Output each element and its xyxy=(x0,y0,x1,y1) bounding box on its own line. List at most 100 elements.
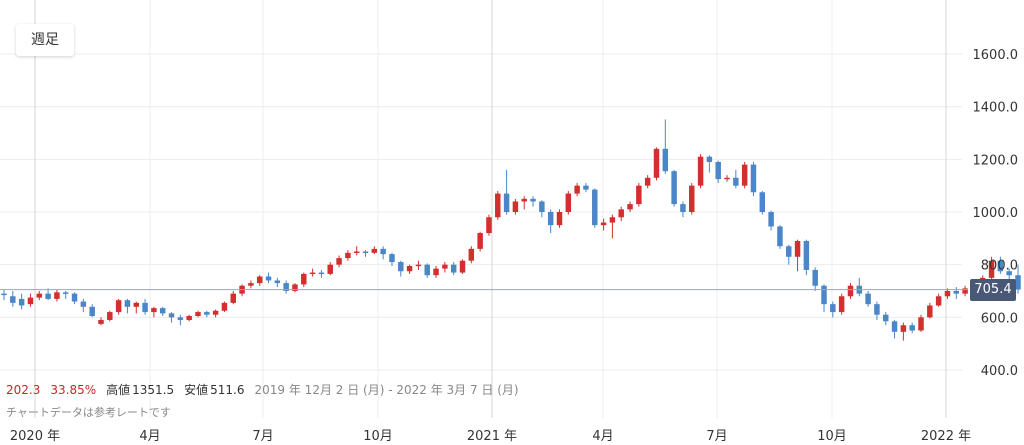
candle xyxy=(159,306,166,317)
candle-body xyxy=(133,302,139,307)
candle-body xyxy=(10,296,16,303)
candle xyxy=(353,246,360,256)
candle xyxy=(768,210,774,231)
candle-body xyxy=(327,264,333,274)
candle xyxy=(574,183,580,197)
candle xyxy=(380,246,386,260)
y-tick-label: 1200.0 xyxy=(973,153,1019,168)
candle-body xyxy=(944,291,951,297)
candle xyxy=(733,169,739,189)
candle-body xyxy=(318,272,325,275)
candle xyxy=(292,283,298,293)
candle-body xyxy=(838,296,845,313)
candle-body xyxy=(415,264,422,267)
x-tick-label: 4月 xyxy=(139,429,160,444)
candle-body xyxy=(62,292,69,294)
candle xyxy=(477,231,483,252)
candle xyxy=(336,255,342,268)
candle-body xyxy=(724,177,730,180)
candle-body xyxy=(89,306,95,317)
candle xyxy=(54,289,60,302)
candle-body xyxy=(627,204,633,210)
candle xyxy=(283,280,289,294)
candle-body xyxy=(592,189,598,226)
candle xyxy=(865,291,871,307)
candle-body xyxy=(556,212,563,226)
candle-body xyxy=(918,317,924,331)
candle-body xyxy=(786,246,792,257)
x-tick-label: 2022 年 xyxy=(921,429,971,444)
candle-body xyxy=(883,314,889,322)
candle xyxy=(327,262,333,276)
candle xyxy=(653,147,660,181)
candle xyxy=(741,161,748,189)
candle-body xyxy=(389,254,395,263)
candle xyxy=(874,301,880,320)
candle xyxy=(309,268,316,277)
candle xyxy=(644,175,651,189)
candle xyxy=(186,314,192,322)
candles xyxy=(1,119,1021,341)
candle xyxy=(891,319,898,339)
candle xyxy=(62,291,69,299)
candle xyxy=(230,291,236,305)
candle xyxy=(71,292,78,305)
low-value: 511.6 xyxy=(210,383,245,397)
candle-body xyxy=(283,283,289,291)
candle xyxy=(988,256,995,281)
candle xyxy=(706,155,713,173)
candle xyxy=(98,317,104,326)
candle xyxy=(909,322,915,334)
candle-body xyxy=(433,268,439,276)
candle xyxy=(142,298,148,315)
candle-body xyxy=(477,233,483,249)
candle-body xyxy=(45,293,51,299)
candle xyxy=(318,269,325,278)
candle-body xyxy=(380,248,386,255)
low-label: 安値 xyxy=(184,383,209,397)
grid xyxy=(0,0,962,418)
candle-body xyxy=(794,240,801,257)
price-change-percent: 33.85% xyxy=(50,383,97,397)
candle-body xyxy=(547,212,554,226)
candle xyxy=(997,256,1004,274)
candle-body xyxy=(98,319,104,324)
candle xyxy=(600,218,607,231)
candle xyxy=(777,225,783,249)
candle-body xyxy=(362,251,369,253)
candle-body xyxy=(486,217,492,234)
candle xyxy=(495,190,501,220)
candle-body xyxy=(265,276,272,281)
stats-bar: 202.3 33.85% 高値 1351.5 安値 511.6 2019 年 12月 2 日… xyxy=(6,381,529,398)
candle-body xyxy=(891,321,898,332)
x-tick-label: 10月 xyxy=(363,429,393,444)
candle xyxy=(680,201,686,218)
candle-body xyxy=(495,193,501,218)
candle-body xyxy=(953,291,960,294)
candle-body xyxy=(644,177,651,186)
candle xyxy=(547,209,554,234)
candle xyxy=(715,160,721,184)
candle xyxy=(398,260,404,277)
candle-body xyxy=(177,317,184,320)
candle xyxy=(565,190,572,215)
x-tick-label: 2020 年 xyxy=(10,429,60,444)
candle-body xyxy=(777,226,783,247)
y-tick-label: 600.0 xyxy=(981,311,1018,326)
period-selector-button[interactable]: 週足 xyxy=(16,24,74,56)
candle xyxy=(195,310,201,318)
candle-body xyxy=(733,177,739,186)
y-tick-label: 1600.0 xyxy=(973,48,1019,63)
y-tick-label: 800.0 xyxy=(981,259,1018,274)
candle-body xyxy=(653,148,660,178)
candle xyxy=(124,298,131,314)
candle xyxy=(1015,264,1021,294)
candle-body xyxy=(230,293,236,303)
candle-body xyxy=(353,251,360,253)
candle-body xyxy=(309,272,316,275)
candle xyxy=(812,267,818,291)
date-range: 2019 年 12月 2 日 (月) - 2022 年 3月 7 日 (月) xyxy=(254,383,519,397)
candle xyxy=(212,309,219,318)
candle xyxy=(442,262,448,273)
